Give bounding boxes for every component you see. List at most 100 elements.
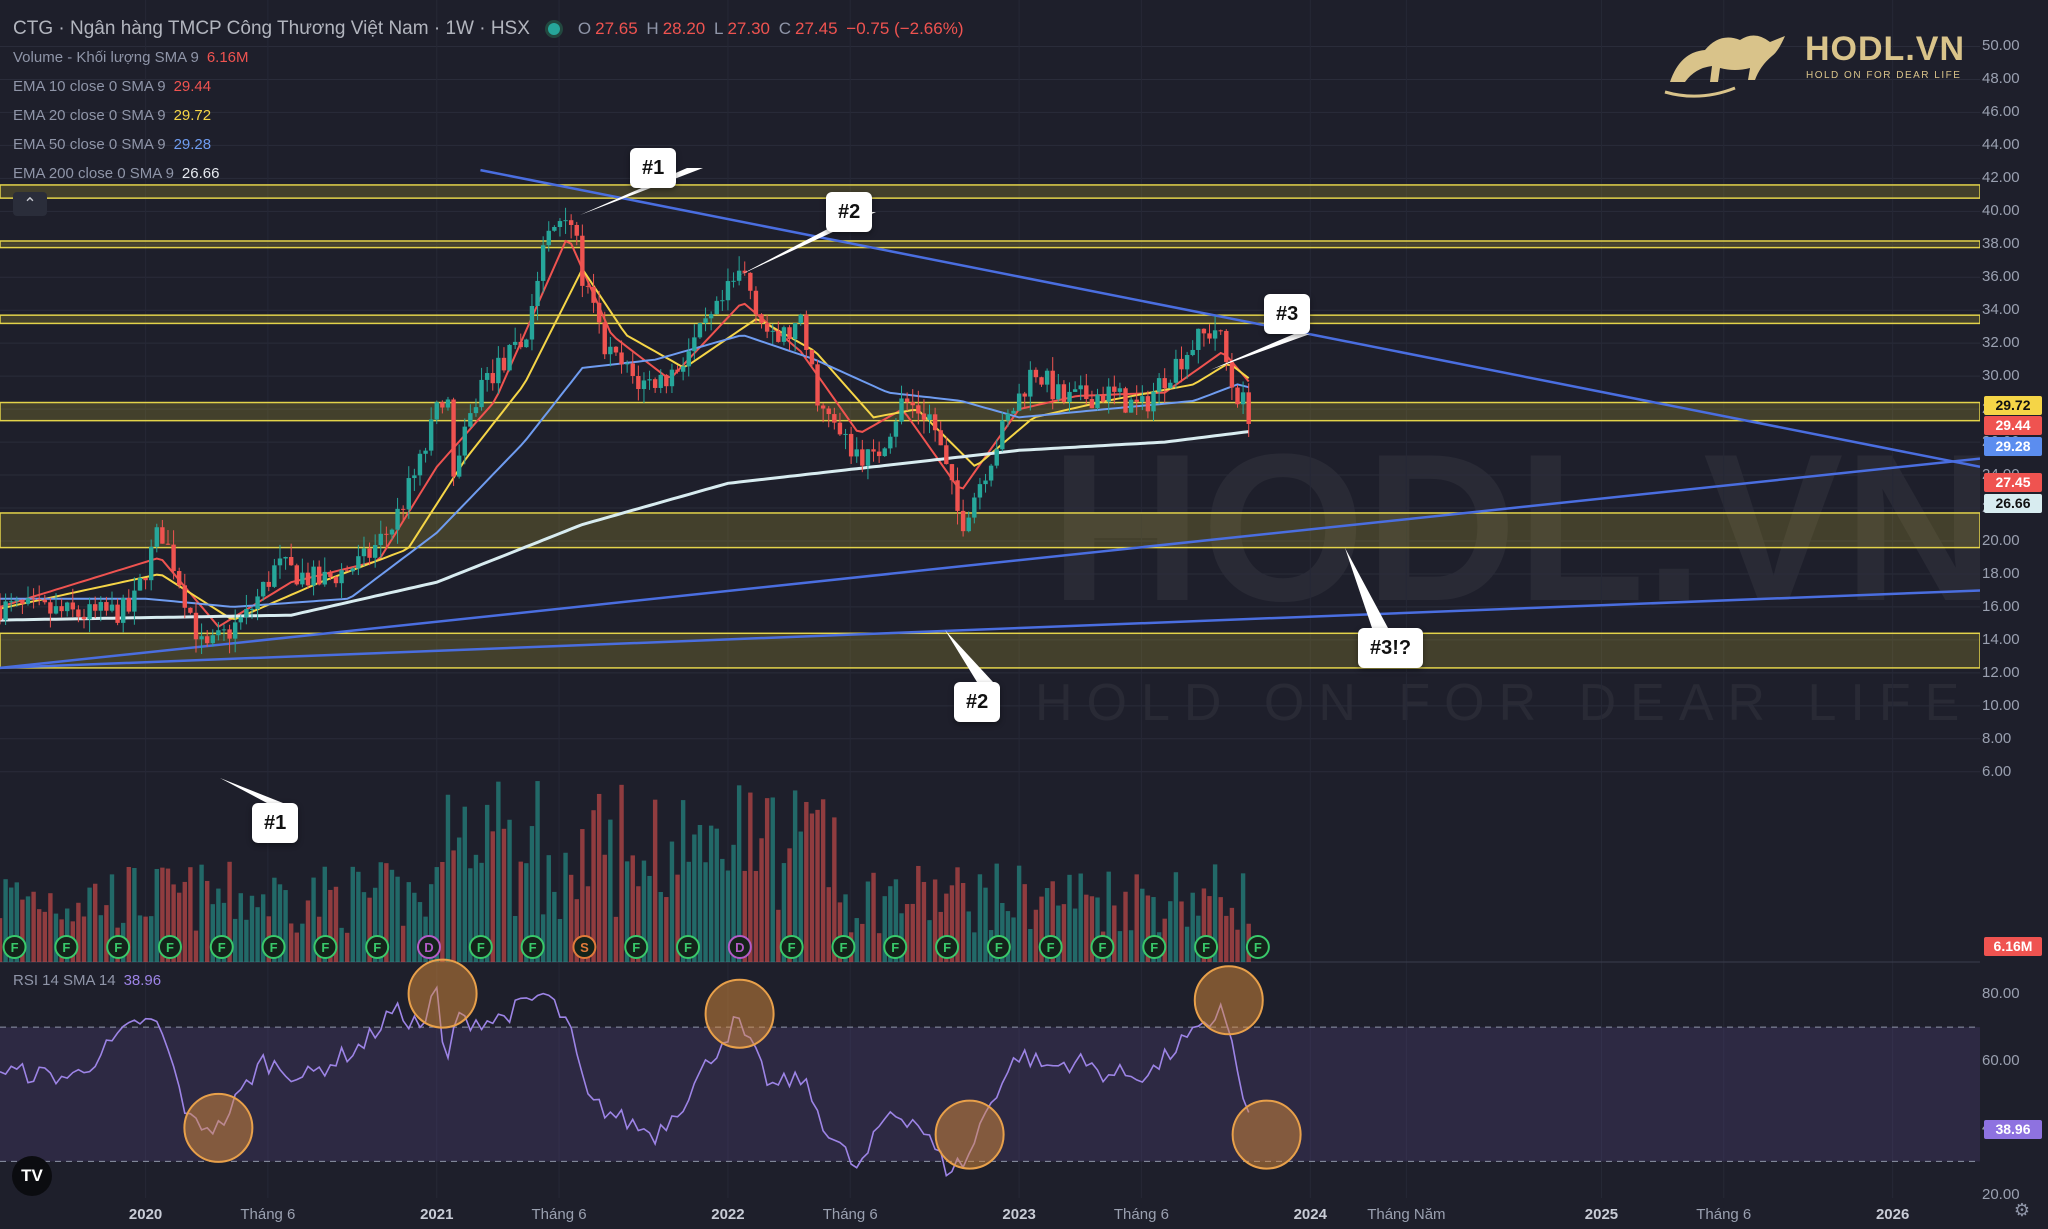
callout-pointer	[1345, 548, 1388, 628]
volume-bar	[283, 890, 288, 962]
earnings-marker[interactable]: D	[417, 935, 441, 959]
earnings-marker[interactable]: F	[2, 935, 27, 959]
candle-body	[126, 598, 131, 612]
earnings-marker[interactable]: F	[1038, 935, 1063, 959]
earnings-marker[interactable]: F	[986, 935, 1011, 959]
candle-body	[14, 600, 19, 602]
earnings-marker-circle	[417, 935, 441, 959]
candle-body	[988, 465, 994, 481]
earnings-marker[interactable]: F	[935, 935, 960, 959]
earnings-marker[interactable]: F	[261, 935, 286, 959]
volume-bar	[1179, 901, 1184, 962]
support-resistance-zone	[0, 314, 1980, 325]
indicator-ema20[interactable]: EMA 20 close 0 SMA 9 29.72	[13, 107, 212, 124]
earnings-marker[interactable]: F	[883, 935, 908, 959]
candle-body	[199, 636, 204, 640]
volume-bar	[960, 883, 966, 962]
volume-bar	[1151, 897, 1156, 962]
legend: CTG · Ngân hàng TMCP Công Thương Việt Na…	[13, 14, 968, 188]
earnings-marker[interactable]: F	[365, 935, 390, 959]
tradingview-logo[interactable]: TV	[12, 1156, 52, 1196]
earnings-marker[interactable]: F	[624, 935, 649, 959]
earnings-marker[interactable]: F	[831, 935, 856, 959]
earnings-marker[interactable]: F	[779, 935, 804, 959]
earnings-marker[interactable]: F	[54, 935, 79, 959]
volume-bar	[232, 918, 238, 962]
volume-bar	[98, 915, 103, 962]
volume-bar	[983, 887, 988, 962]
earnings-marker[interactable]: F	[468, 935, 493, 959]
volume-bar	[277, 884, 283, 962]
price-tick-label: 38.00	[1982, 235, 2020, 253]
volume-bar	[1240, 873, 1246, 962]
earnings-marker[interactable]: D	[727, 935, 752, 959]
earnings-marker[interactable]: F	[209, 935, 234, 959]
rsi-legend[interactable]: RSI 14 SMA 14 38.96	[13, 972, 162, 989]
candle-body	[759, 314, 764, 324]
earnings-marker-circle	[261, 935, 286, 959]
callout-low-1: #1	[252, 803, 299, 843]
earnings-marker[interactable]: F	[1194, 935, 1219, 959]
candle-body	[501, 357, 507, 371]
candle-body	[619, 352, 624, 365]
volume-bar	[921, 881, 927, 962]
volume-bar	[137, 915, 143, 962]
candle-body	[1100, 394, 1106, 402]
candle-body	[339, 570, 344, 584]
volume-bar	[535, 781, 540, 962]
volume-bar	[1044, 888, 1050, 962]
price-chart[interactable]: HODL.VN HOLD ON FOR DEAR LIFE F F F F F F F F D F F…	[0, 0, 1980, 1229]
support-resistance-zone	[0, 184, 1980, 199]
earnings-marker[interactable]: F	[520, 935, 545, 959]
candle-body	[977, 484, 983, 498]
candle-body	[1123, 388, 1128, 413]
collapse-legend-button[interactable]: ⌃	[13, 192, 47, 216]
volume-bar	[344, 932, 350, 962]
earnings-marker[interactable]: F	[1090, 935, 1115, 959]
candle-body	[1184, 354, 1190, 370]
symbol-row[interactable]: CTG · Ngân hàng TMCP Công Thương Việt Na…	[13, 14, 968, 43]
indicator-ema10[interactable]: EMA 10 close 0 SMA 9 29.44	[13, 78, 212, 95]
candle-body	[949, 464, 955, 481]
time-axis-label: 2025	[1584, 1206, 1619, 1223]
earnings-marker[interactable]: F	[313, 935, 338, 959]
candle-body	[1056, 384, 1061, 400]
candle-body	[423, 450, 428, 454]
earnings-marker[interactable]: F	[676, 935, 701, 959]
candle-body	[417, 453, 423, 476]
settings-gear-icon[interactable]: ⚙	[2013, 1200, 2030, 1220]
volume-bar	[927, 920, 932, 962]
candle-body	[1134, 399, 1139, 402]
candle-body	[412, 475, 417, 479]
candle-body	[344, 570, 350, 572]
earnings-marker[interactable]: S	[572, 935, 597, 959]
indicator-volume[interactable]: Volume - Khối lượng SMA 9 6.16M	[13, 49, 249, 66]
candle-body	[697, 323, 703, 338]
earnings-marker[interactable]: F	[106, 935, 131, 959]
trendlines	[0, 168, 1980, 670]
volume-bar	[395, 876, 400, 962]
candle-body	[608, 346, 613, 355]
symbol-title[interactable]: CTG · Ngân hàng TMCP Công Thương Việt Na…	[13, 18, 530, 39]
candle-body	[1229, 362, 1235, 388]
candle-body	[193, 612, 199, 640]
candle-body	[585, 285, 591, 287]
volume-bar	[966, 911, 971, 962]
candle-body	[1246, 392, 1251, 424]
volume-bar	[227, 861, 232, 962]
volume-bar	[1056, 905, 1061, 962]
volume-bar	[524, 863, 529, 962]
earnings-marker[interactable]: F	[1245, 935, 1270, 959]
indicator-ema200[interactable]: EMA 200 close 0 SMA 9 26.66	[13, 165, 220, 182]
earnings-marker[interactable]: F	[157, 935, 182, 959]
price-axis[interactable]: 50.00 48.00 46.00 44.00 42.00 40.00 38.00 36.00…	[1980, 0, 2048, 1229]
volume-bar	[1084, 894, 1089, 962]
indicator-ema50[interactable]: EMA 50 close 0 SMA 9 29.28	[13, 136, 212, 153]
volume-bar	[664, 897, 669, 962]
candle-body	[837, 422, 843, 435]
candle-body	[753, 290, 759, 315]
volume-bar	[333, 886, 339, 962]
earnings-marker[interactable]: F	[1142, 935, 1167, 959]
candle-body	[955, 480, 960, 511]
